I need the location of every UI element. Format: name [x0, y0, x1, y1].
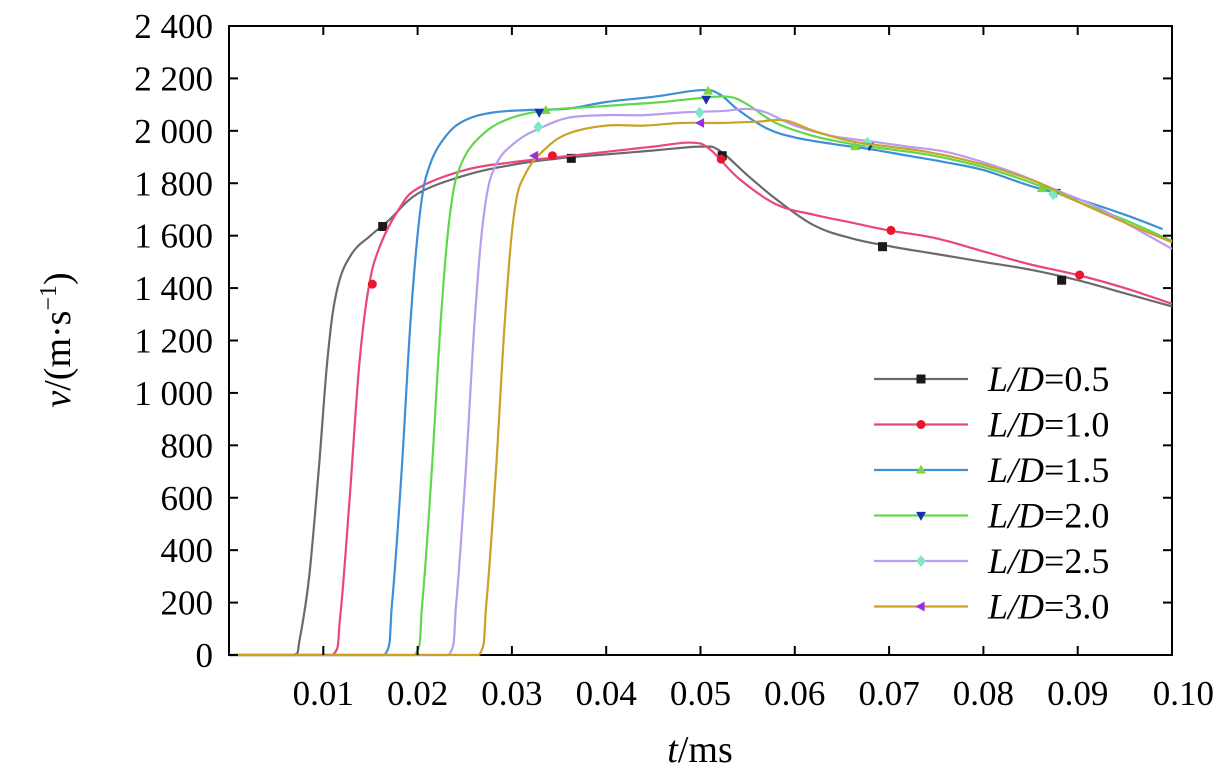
data-point-marker — [886, 225, 896, 235]
series-layer — [229, 85, 1173, 657]
y-tick-label: 800 — [161, 426, 214, 465]
legend-marker — [916, 511, 926, 521]
data-point-marker — [378, 221, 388, 231]
y-tick-label: 1 200 — [134, 322, 213, 361]
legend-item: L/D=1.0 — [874, 405, 1109, 445]
data-point-marker — [547, 151, 557, 161]
legend-label: L/D=1.0 — [987, 405, 1109, 445]
legend-item: L/D=0.5 — [874, 359, 1109, 399]
legend-marker — [916, 464, 926, 474]
y-tick-label: 1 600 — [134, 217, 213, 256]
legend-marker — [916, 420, 926, 429]
y-tick-label: 2 200 — [134, 59, 213, 98]
x-tick-label: 0.04 — [576, 674, 637, 713]
series-line — [229, 107, 1173, 657]
data-point-marker — [367, 279, 377, 289]
legend-marker — [915, 601, 925, 612]
legend-item: L/D=2.5 — [874, 541, 1109, 581]
y-tick-label: 600 — [161, 479, 214, 518]
y-tick-label: 1 000 — [134, 374, 213, 413]
legend-marker — [916, 555, 926, 567]
y-axis-title: v/(m·s−1) — [36, 272, 79, 407]
x-tick-label: 0.03 — [481, 674, 542, 713]
tick-layer: 0 200 400 600 800 1 000 1 200 1 400 1 600 1 800 2 … — [134, 7, 1214, 713]
legend-label: L/D=1.5 — [987, 450, 1109, 490]
data-point-marker — [850, 141, 861, 151]
series-6 — [229, 118, 1173, 657]
data-point-marker — [1057, 275, 1067, 285]
data-point-marker — [862, 136, 873, 149]
y-tick-label: 200 — [161, 584, 214, 623]
data-point-marker — [533, 121, 544, 133]
legend-label: L/D=2.5 — [987, 541, 1109, 581]
y-tick-label: 400 — [161, 531, 214, 570]
x-tick-label: 0.10 — [1153, 674, 1214, 713]
legend-label: L/D=2.0 — [987, 496, 1109, 536]
data-point-marker — [1075, 270, 1085, 280]
series-line — [229, 95, 1173, 657]
data-point-marker — [877, 242, 887, 252]
series-line — [229, 141, 1173, 657]
x-tick-label: 0.07 — [858, 674, 919, 713]
data-point-marker — [534, 108, 545, 118]
y-tick-label: 2 400 — [134, 7, 213, 46]
legend-marker — [916, 374, 926, 384]
x-tick-label: 0.01 — [293, 674, 354, 713]
data-point-marker — [701, 95, 712, 105]
x-tick-label: 0.05 — [670, 674, 731, 713]
y-tick-label: 1 800 — [134, 164, 213, 203]
series-line — [229, 145, 1173, 657]
series-2 — [229, 141, 1173, 657]
data-point-marker — [566, 153, 576, 163]
legend-item: L/D=3.0 — [874, 587, 1109, 627]
data-point-marker — [716, 154, 726, 164]
y-tick-label: 0 — [196, 636, 214, 675]
data-point-marker — [529, 150, 539, 161]
legend-label: L/D=3.0 — [987, 587, 1109, 627]
legend-label: L/D=0.5 — [987, 359, 1109, 399]
data-point-marker — [703, 85, 713, 95]
x-tick-label: 0.06 — [764, 674, 825, 713]
x-tick-label: 0.09 — [1047, 674, 1108, 713]
x-tick-label: 0.08 — [953, 674, 1014, 713]
series-line — [229, 88, 1163, 657]
legend: L/D=0.5 L/D=1.0 L/D=1.5 L/D=2.0 L/D=2.5 L/D=3… — [874, 359, 1109, 627]
y-tick-label: 1 400 — [134, 269, 213, 308]
x-axis-title: t/ms — [667, 729, 732, 771]
series-line — [229, 118, 1173, 657]
x-tick-label: 0.02 — [387, 674, 448, 713]
legend-item: L/D=1.5 — [874, 450, 1109, 490]
data-point-marker — [694, 106, 705, 119]
legend-item: L/D=2.0 — [874, 496, 1109, 536]
data-point-marker — [695, 118, 705, 128]
y-tick-label: 2 000 — [134, 112, 213, 151]
